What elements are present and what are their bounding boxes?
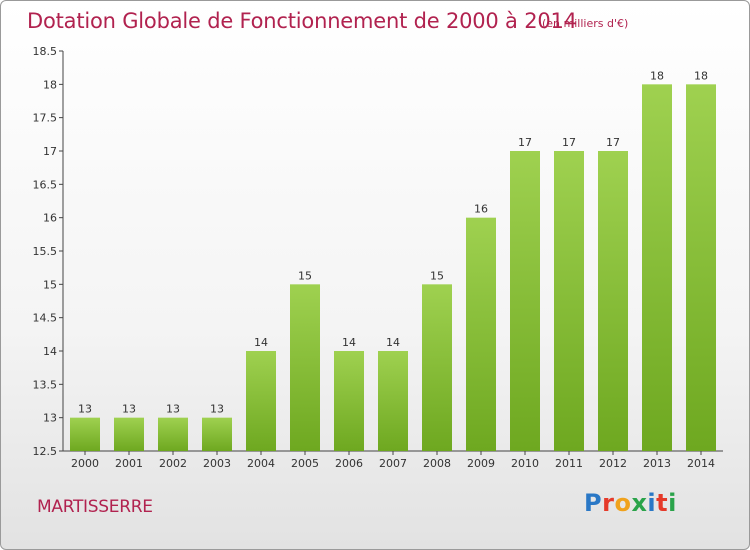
y-tick-label: 17.5 bbox=[33, 112, 58, 125]
bar bbox=[290, 284, 320, 451]
y-tick-label: 15.5 bbox=[33, 245, 58, 258]
y-tick-label: 18 bbox=[43, 78, 57, 91]
bar bbox=[466, 217, 496, 451]
y-tick-label: 16.5 bbox=[33, 178, 58, 191]
logo-letter: t bbox=[656, 489, 669, 517]
logo-letter: o bbox=[614, 489, 632, 517]
bar bbox=[598, 151, 628, 451]
x-tick-label: 2001 bbox=[115, 457, 143, 470]
bar-value-label: 18 bbox=[694, 69, 708, 82]
y-tick-label: 13 bbox=[43, 412, 57, 425]
bar-value-label: 15 bbox=[298, 269, 312, 282]
bar bbox=[422, 284, 452, 451]
x-tick-label: 2005 bbox=[291, 457, 319, 470]
bar bbox=[334, 351, 364, 451]
bar-value-label: 13 bbox=[78, 403, 92, 416]
chart-subtitle: (en milliers d'€) bbox=[542, 17, 629, 30]
x-tick-label: 2008 bbox=[423, 457, 451, 470]
x-tick-label: 2014 bbox=[687, 457, 715, 470]
logo-letter: i bbox=[668, 489, 677, 517]
bar bbox=[554, 151, 584, 451]
x-tick-label: 2003 bbox=[203, 457, 231, 470]
bar-value-label: 14 bbox=[254, 336, 268, 349]
bar bbox=[70, 417, 100, 451]
y-tick-label: 15 bbox=[43, 278, 57, 291]
commune-name: MARTISSERRE bbox=[37, 497, 153, 517]
logo-letter: i bbox=[647, 489, 657, 517]
x-tick-label: 2007 bbox=[379, 457, 407, 470]
bar bbox=[378, 351, 408, 451]
bar bbox=[202, 417, 232, 451]
bar-value-label: 17 bbox=[562, 136, 576, 149]
y-tick-label: 14 bbox=[43, 345, 57, 358]
bar-value-label: 14 bbox=[342, 336, 356, 349]
bar-value-label: 17 bbox=[518, 136, 532, 149]
y-tick-label: 13.5 bbox=[33, 378, 58, 391]
y-tick-label: 18.5 bbox=[33, 45, 58, 58]
bar-value-label: 13 bbox=[166, 403, 180, 416]
x-tick-label: 2013 bbox=[643, 457, 671, 470]
x-tick-label: 2012 bbox=[599, 457, 627, 470]
y-tick-label: 14.5 bbox=[33, 312, 58, 325]
bar-value-label: 13 bbox=[122, 403, 136, 416]
bar-value-label: 13 bbox=[210, 403, 224, 416]
logo-letter: r bbox=[602, 489, 615, 517]
bar-value-label: 15 bbox=[430, 269, 444, 282]
bar-value-label: 16 bbox=[474, 203, 488, 216]
bar bbox=[114, 417, 144, 451]
bar bbox=[246, 351, 276, 451]
y-tick-label: 17 bbox=[43, 145, 57, 158]
bar bbox=[158, 417, 188, 451]
x-tick-label: 2002 bbox=[159, 457, 187, 470]
x-tick-label: 2010 bbox=[511, 457, 539, 470]
logo-letter: x bbox=[631, 489, 648, 517]
x-tick-label: 2004 bbox=[247, 457, 275, 470]
chart-title: Dotation Globale de Fonctionnement de 20… bbox=[27, 9, 577, 33]
bar bbox=[686, 84, 716, 451]
y-tick-label: 16 bbox=[43, 212, 57, 225]
bar-value-label: 18 bbox=[650, 69, 664, 82]
x-tick-label: 2011 bbox=[555, 457, 583, 470]
x-tick-label: 2006 bbox=[335, 457, 363, 470]
x-tick-label: 2000 bbox=[71, 457, 99, 470]
bar bbox=[642, 84, 672, 451]
bar-value-label: 14 bbox=[386, 336, 400, 349]
bar bbox=[510, 151, 540, 451]
proxiti-logo: Proxiti bbox=[584, 489, 677, 517]
y-tick-label: 12.5 bbox=[33, 445, 58, 458]
x-tick-label: 2009 bbox=[467, 457, 495, 470]
logo-letter: P bbox=[584, 489, 603, 517]
bar-value-label: 17 bbox=[606, 136, 620, 149]
